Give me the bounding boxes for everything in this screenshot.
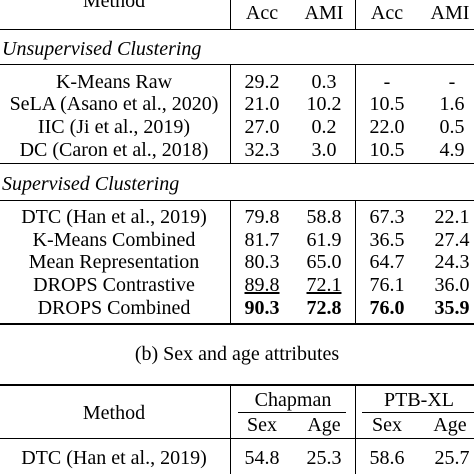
column-divider xyxy=(355,386,356,438)
table-cell: 4.9 xyxy=(439,139,465,161)
column-divider xyxy=(230,0,231,29)
table-row-method: DROPS Combined xyxy=(37,297,191,319)
table-row-method: DROPS Contrastive xyxy=(33,274,195,296)
table-cell-underlined: 72.1 xyxy=(306,274,342,296)
rule-bottom xyxy=(0,323,474,325)
table-cell-bold: 72.8 xyxy=(306,297,342,319)
table-cell: 67.3 xyxy=(369,206,405,228)
column-divider xyxy=(355,64,356,163)
table-cell: 22.0 xyxy=(369,116,405,138)
section-label-unsupervised: Unsupervised Clustering xyxy=(2,38,202,60)
table-cell: 61.9 xyxy=(306,229,342,251)
table-cell: 36.0 xyxy=(434,274,470,296)
table-cell-bold: 35.9 xyxy=(434,297,470,319)
table-cell: 80.3 xyxy=(244,251,280,273)
col-header-sex-1: Sex xyxy=(247,414,277,436)
table-cell: 65.0 xyxy=(306,251,342,273)
table-row-method: DC (Caron et al., 2018) xyxy=(19,139,209,161)
table-caption: (b) Sex and age attributes xyxy=(134,343,340,365)
col-group-header-chapman: Chapman xyxy=(254,389,332,411)
table-cell: 32.3 xyxy=(244,139,280,161)
table-row-method: SeLA (Asano et al., 2020) xyxy=(9,93,219,115)
col-header-ami-2: AMI xyxy=(430,2,470,24)
table-cell: 29.2 xyxy=(244,71,280,93)
rule xyxy=(0,163,474,164)
table-cell: 64.7 xyxy=(369,251,405,273)
table-row-method: DTC (Han et al., 2019) xyxy=(21,447,207,469)
table-cell: 54.8 xyxy=(244,447,280,469)
table-cell: 24.3 xyxy=(434,251,470,273)
column-divider xyxy=(230,386,231,438)
col-group-header-ptbxl: PTB-XL xyxy=(384,389,454,411)
table-cell: - xyxy=(448,71,456,93)
section-label-supervised: Supervised Clustering xyxy=(2,173,180,195)
table-cell: 0.2 xyxy=(311,116,337,138)
col-header-ami-1: AMI xyxy=(304,2,344,24)
table-cell: 36.5 xyxy=(369,229,405,251)
table-cell-bold: 90.3 xyxy=(244,297,280,319)
table-cell: 25.7 xyxy=(434,447,470,469)
table-cell: 1.6 xyxy=(439,93,465,115)
table-cell: - xyxy=(383,71,391,93)
table-cell: 58.6 xyxy=(369,447,405,469)
column-divider xyxy=(230,64,231,163)
col-header-sex-2: Sex xyxy=(372,414,402,436)
table-cell-bold: 76.0 xyxy=(369,297,405,319)
group-rule xyxy=(238,412,346,413)
table-cell: 27.4 xyxy=(434,229,470,251)
table-row-method: DTC (Han et al., 2019) xyxy=(21,206,207,228)
rule xyxy=(0,438,474,439)
table-cell: 25.3 xyxy=(306,447,342,469)
col-header-method: Method xyxy=(82,0,146,12)
column-divider xyxy=(230,200,231,324)
table-cell: 58.8 xyxy=(306,206,342,228)
rule xyxy=(0,64,474,65)
table-cell: 79.8 xyxy=(244,206,280,228)
table-row-method: Mean Representation xyxy=(28,251,200,273)
table-cell-underlined: 89.8 xyxy=(244,274,280,296)
col-header-acc-2: Acc xyxy=(370,2,404,24)
group-rule xyxy=(362,412,474,413)
table-cell: 10.5 xyxy=(369,139,405,161)
table-cell: 76.1 xyxy=(369,274,405,296)
table-cell: 21.0 xyxy=(244,93,280,115)
table-cell: 10.5 xyxy=(369,93,405,115)
table-cell: 10.2 xyxy=(306,93,342,115)
table-row-method: K-Means Combined xyxy=(32,229,196,251)
col-header-method: Method xyxy=(82,402,146,424)
table-cell: 3.0 xyxy=(311,139,337,161)
column-divider xyxy=(355,200,356,324)
col-header-age-2: Age xyxy=(433,414,467,436)
col-header-age-1: Age xyxy=(307,414,341,436)
table-cell: 22.1 xyxy=(434,206,470,228)
column-divider xyxy=(355,0,356,29)
rule-top xyxy=(0,384,474,386)
column-divider xyxy=(230,439,231,474)
table-cell: 0.5 xyxy=(439,116,465,138)
col-header-acc-1: Acc xyxy=(245,2,279,24)
table-cell: 27.0 xyxy=(244,116,280,138)
table-row-method: IIC (Ji et al., 2019) xyxy=(37,116,191,138)
table-cell: 0.3 xyxy=(311,71,337,93)
rule xyxy=(0,29,474,30)
column-divider xyxy=(355,439,356,474)
rule xyxy=(0,200,474,201)
table-row-method: K-Means Raw xyxy=(55,71,173,93)
table-cell: 81.7 xyxy=(244,229,280,251)
